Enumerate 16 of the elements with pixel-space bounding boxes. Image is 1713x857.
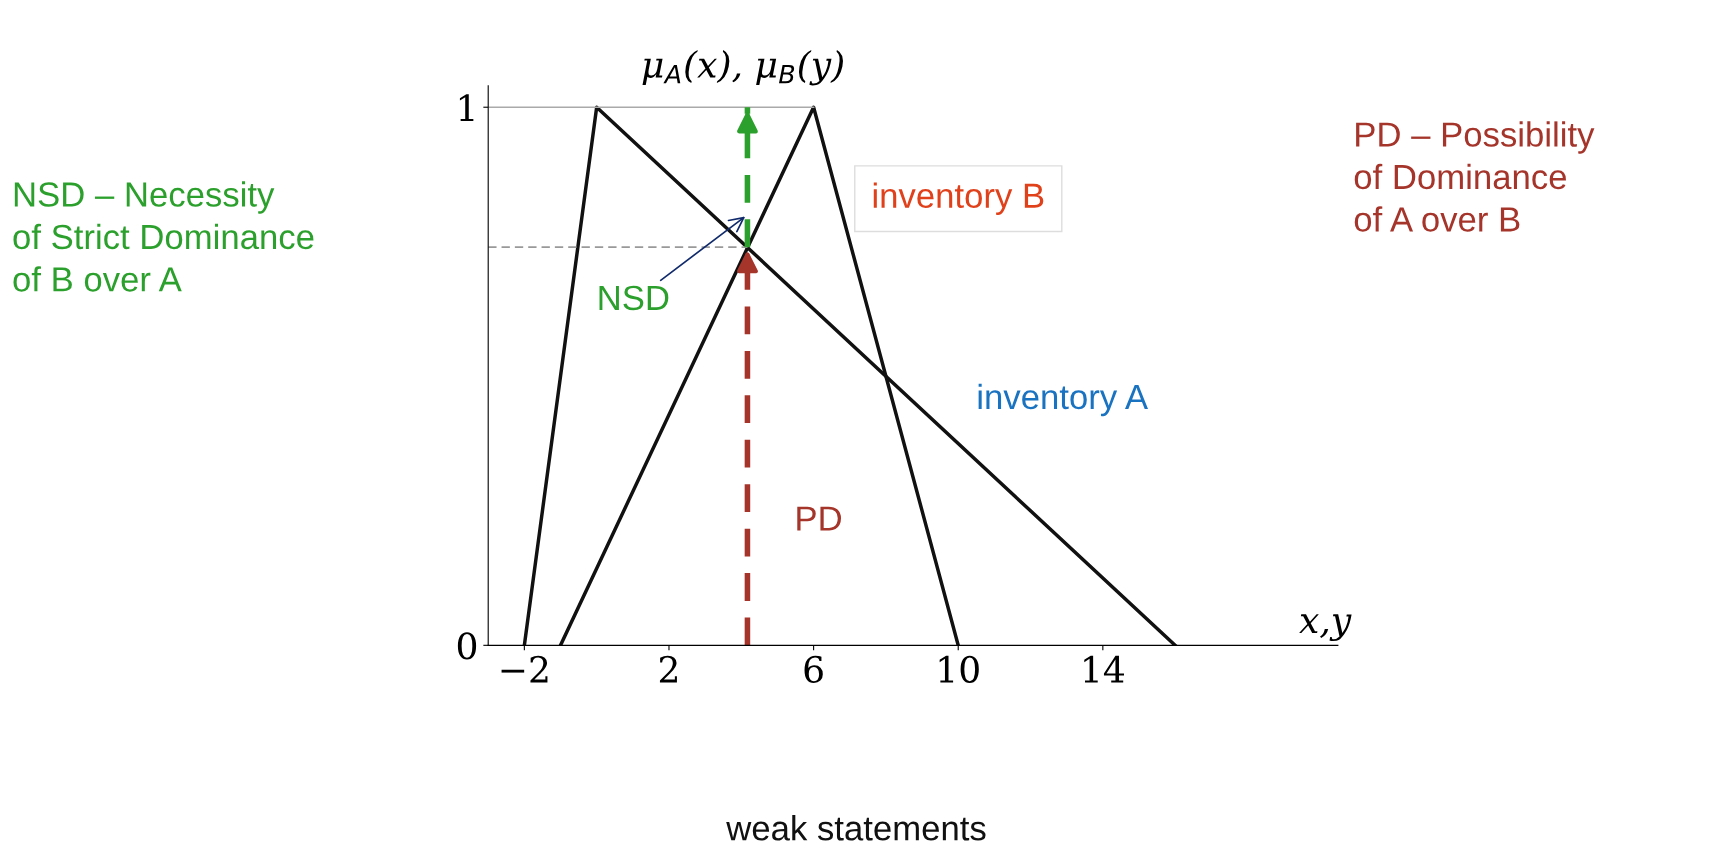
y-tick-label: 0 — [457, 632, 477, 660]
x-axis-title: x,y — [1299, 614, 1352, 642]
x-tick-label: 10 — [939, 655, 979, 683]
x-tick-label: 14 — [1084, 655, 1124, 683]
text: NSD – Necessity of Strict Dominance of B over A — [13, 181, 314, 292]
series-label: inventory A — [978, 383, 1149, 417]
annotation: PD — [797, 506, 842, 531]
text: weak statements — [726, 815, 986, 841]
x-tick-label: 6 — [804, 655, 823, 683]
x-tick-label: 2 — [659, 655, 677, 683]
series-label: inventory B — [873, 182, 1044, 215]
x-tick-label: −2 — [501, 655, 548, 683]
text: PD – Possibility of Dominance of A over B — [1354, 121, 1595, 232]
y-axis-title: μ$_{A}$(x), μ$_{B}$(y) — [642, 49, 843, 86]
annotation: NSD — [599, 285, 669, 311]
y-tick-label: 1 — [459, 94, 474, 121]
